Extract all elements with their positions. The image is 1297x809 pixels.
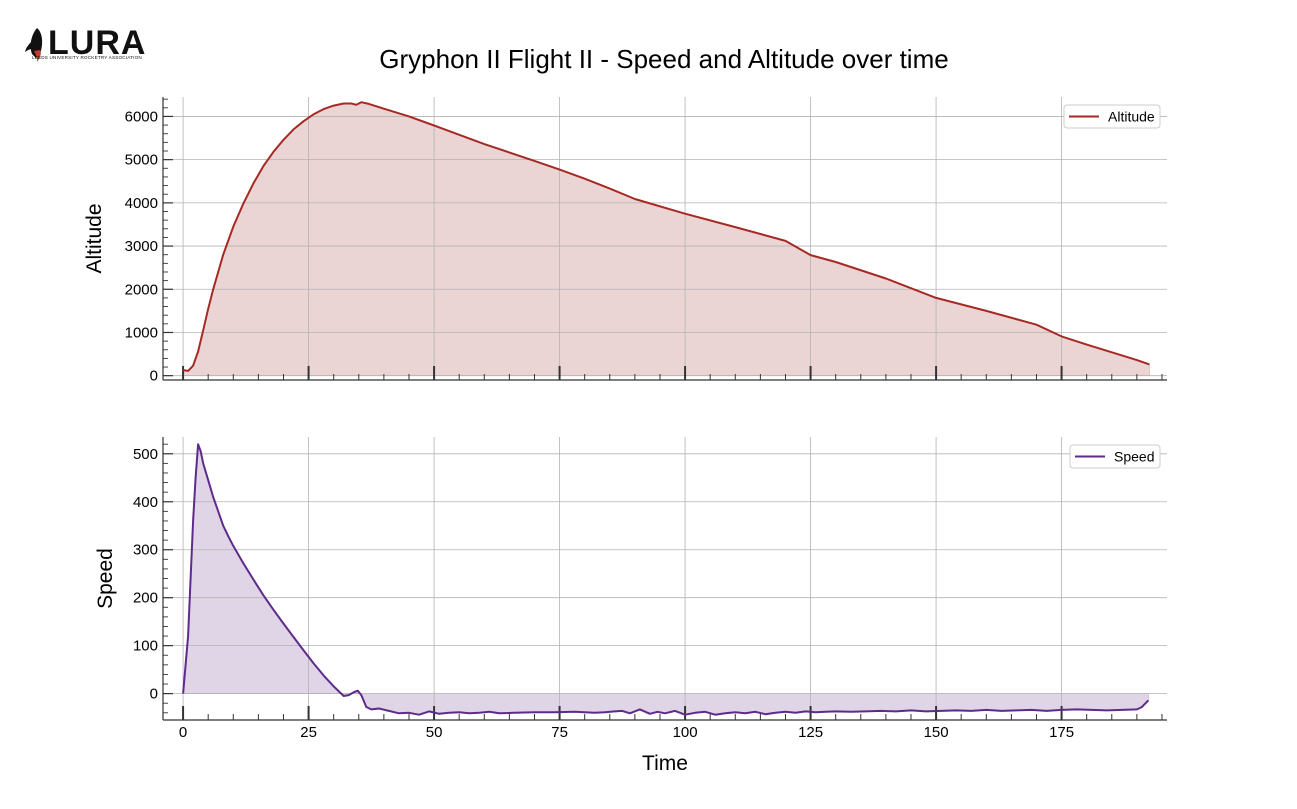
speed-grid	[163, 437, 1167, 720]
speed-y-tick-label: 300	[133, 542, 158, 559]
logo-wordmark: LURA	[48, 24, 146, 62]
time-x-tick-label: 125	[798, 724, 823, 741]
altitude-ticks: 0 1000 2000 3000 4000 5000 6000	[125, 98, 1163, 385]
altitude-y-tick-label: 2000	[125, 281, 158, 298]
altitude-line	[182, 101, 1150, 372]
altitude-y-tick-label: 5000	[125, 152, 158, 169]
altitude-legend-label: Altitude	[1108, 109, 1155, 125]
altitude-y-tick-label: 6000	[125, 108, 158, 125]
speed-y-tick-label: 500	[133, 446, 158, 463]
altitude-y-tick-label: 1000	[125, 324, 158, 341]
speed-line	[182, 443, 1150, 716]
rocket-icon	[25, 28, 43, 62]
speed-panel: 0 100 200 300 400 500 0 25 50 75 100 125 150 175 Spee…	[94, 437, 1167, 775]
altitude-y-tick-label: 4000	[125, 195, 158, 212]
time-x-tick-label: 175	[1049, 724, 1074, 741]
altitude-y-tick-label: 3000	[125, 238, 158, 255]
speed-y-tick-label: 400	[133, 494, 158, 511]
altitude-panel: 0 1000 2000 3000 4000 5000 6000 Altitude Altit…	[83, 97, 1167, 385]
time-x-tick-label: 75	[551, 724, 568, 741]
altitude-area-fill	[182, 101, 1150, 377]
altitude-y-tick-label: 0	[150, 368, 158, 385]
logo-subtitle: LEEDS UNIVERSITY ROCKETRY ASSOCIATION	[32, 55, 142, 60]
altitude-legend: Altitude	[1063, 104, 1161, 129]
altitude-grid	[163, 97, 1167, 380]
altitude-y-axis-label: Altitude	[83, 203, 106, 273]
time-x-tick-label: 150	[924, 724, 949, 741]
speed-y-tick-label: 100	[133, 638, 158, 655]
speed-y-axis-label: Speed	[94, 548, 117, 609]
speed-legend: Speed	[1069, 444, 1161, 469]
figure-title: Gryphon II Flight II - Speed and Altitud…	[379, 44, 948, 74]
altitude-legend-box	[1063, 104, 1161, 129]
time-x-axis-label: Time	[642, 752, 688, 775]
speed-y-tick-label: 0	[150, 686, 158, 703]
lura-logo: LURA LEEDS UNIVERSITY ROCKETRY ASSOCIATI…	[25, 24, 146, 62]
speed-legend-label: Speed	[1114, 449, 1154, 465]
time-x-tick-label: 50	[426, 724, 443, 741]
time-x-tick-label: 100	[673, 724, 698, 741]
speed-area-fill	[182, 444, 1149, 716]
time-x-tick-label: 25	[300, 724, 317, 741]
speed-y-tick-label: 200	[133, 590, 158, 607]
speed-ticks: 0 100 200 300 400 500 0 25 50 75 100 125 150 175	[133, 443, 1163, 741]
time-x-tick-label: 0	[179, 724, 187, 741]
speed-legend-box	[1069, 444, 1161, 469]
